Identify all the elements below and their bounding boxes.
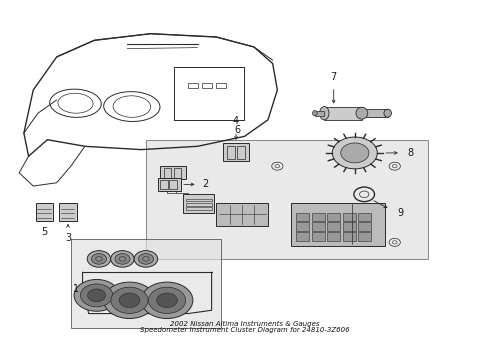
Circle shape	[87, 289, 105, 302]
Bar	[185, 199, 211, 201]
Bar	[291, 203, 385, 246]
Circle shape	[111, 287, 148, 314]
Bar	[357, 222, 370, 231]
Bar	[183, 194, 214, 212]
Circle shape	[156, 293, 177, 307]
Circle shape	[332, 137, 377, 169]
Ellipse shape	[319, 107, 328, 120]
Circle shape	[110, 251, 134, 267]
Bar	[174, 168, 181, 178]
Circle shape	[103, 282, 155, 319]
Ellipse shape	[383, 109, 390, 117]
Bar	[311, 212, 324, 221]
Circle shape	[138, 253, 153, 264]
FancyBboxPatch shape	[145, 140, 427, 259]
Circle shape	[74, 279, 119, 311]
Bar	[357, 212, 370, 221]
Bar	[237, 146, 244, 158]
Circle shape	[134, 251, 157, 267]
Bar	[59, 203, 77, 221]
Bar	[223, 143, 249, 161]
Text: 4: 4	[232, 116, 239, 126]
Text: 9: 9	[396, 208, 403, 218]
Ellipse shape	[355, 107, 367, 119]
Circle shape	[148, 287, 185, 314]
Bar	[216, 84, 225, 88]
Circle shape	[119, 293, 140, 307]
Circle shape	[87, 251, 110, 267]
Bar	[296, 222, 308, 231]
Text: 7: 7	[330, 72, 336, 82]
Bar	[324, 107, 361, 120]
Bar	[342, 212, 355, 221]
Bar	[160, 180, 167, 189]
Bar	[226, 146, 234, 158]
Bar	[202, 84, 211, 88]
Bar	[311, 233, 324, 241]
Text: 2: 2	[202, 179, 208, 189]
Circle shape	[115, 253, 130, 264]
Bar	[326, 233, 340, 241]
Text: 3: 3	[65, 233, 71, 243]
FancyBboxPatch shape	[71, 239, 221, 328]
Bar	[361, 109, 387, 117]
Bar	[357, 233, 370, 241]
Bar	[163, 168, 170, 178]
Circle shape	[340, 143, 368, 163]
Bar	[342, 222, 355, 231]
Bar	[314, 111, 324, 116]
Bar	[296, 233, 308, 241]
Circle shape	[80, 284, 113, 307]
Bar	[185, 207, 211, 210]
Bar	[342, 233, 355, 241]
Text: Speedometer Instrument Cluster Diagram for 24810-3Z606: Speedometer Instrument Cluster Diagram f…	[140, 327, 348, 333]
Text: 2002 Nissan Altima Instruments & Gauges: 2002 Nissan Altima Instruments & Gauges	[169, 321, 319, 327]
Text: 6: 6	[234, 125, 240, 135]
Text: 1: 1	[73, 284, 79, 294]
Bar	[169, 180, 177, 189]
Circle shape	[141, 282, 192, 319]
Bar	[185, 203, 211, 206]
Bar	[36, 203, 53, 221]
Circle shape	[91, 253, 106, 264]
Text: 5: 5	[41, 228, 47, 238]
Text: 8: 8	[407, 148, 413, 158]
Bar	[311, 222, 324, 231]
Bar	[326, 222, 340, 231]
Bar	[296, 212, 308, 221]
Bar	[157, 178, 181, 191]
Bar	[188, 84, 197, 88]
Bar	[216, 203, 267, 226]
Bar	[160, 166, 185, 179]
Ellipse shape	[312, 111, 317, 116]
Bar	[326, 212, 340, 221]
